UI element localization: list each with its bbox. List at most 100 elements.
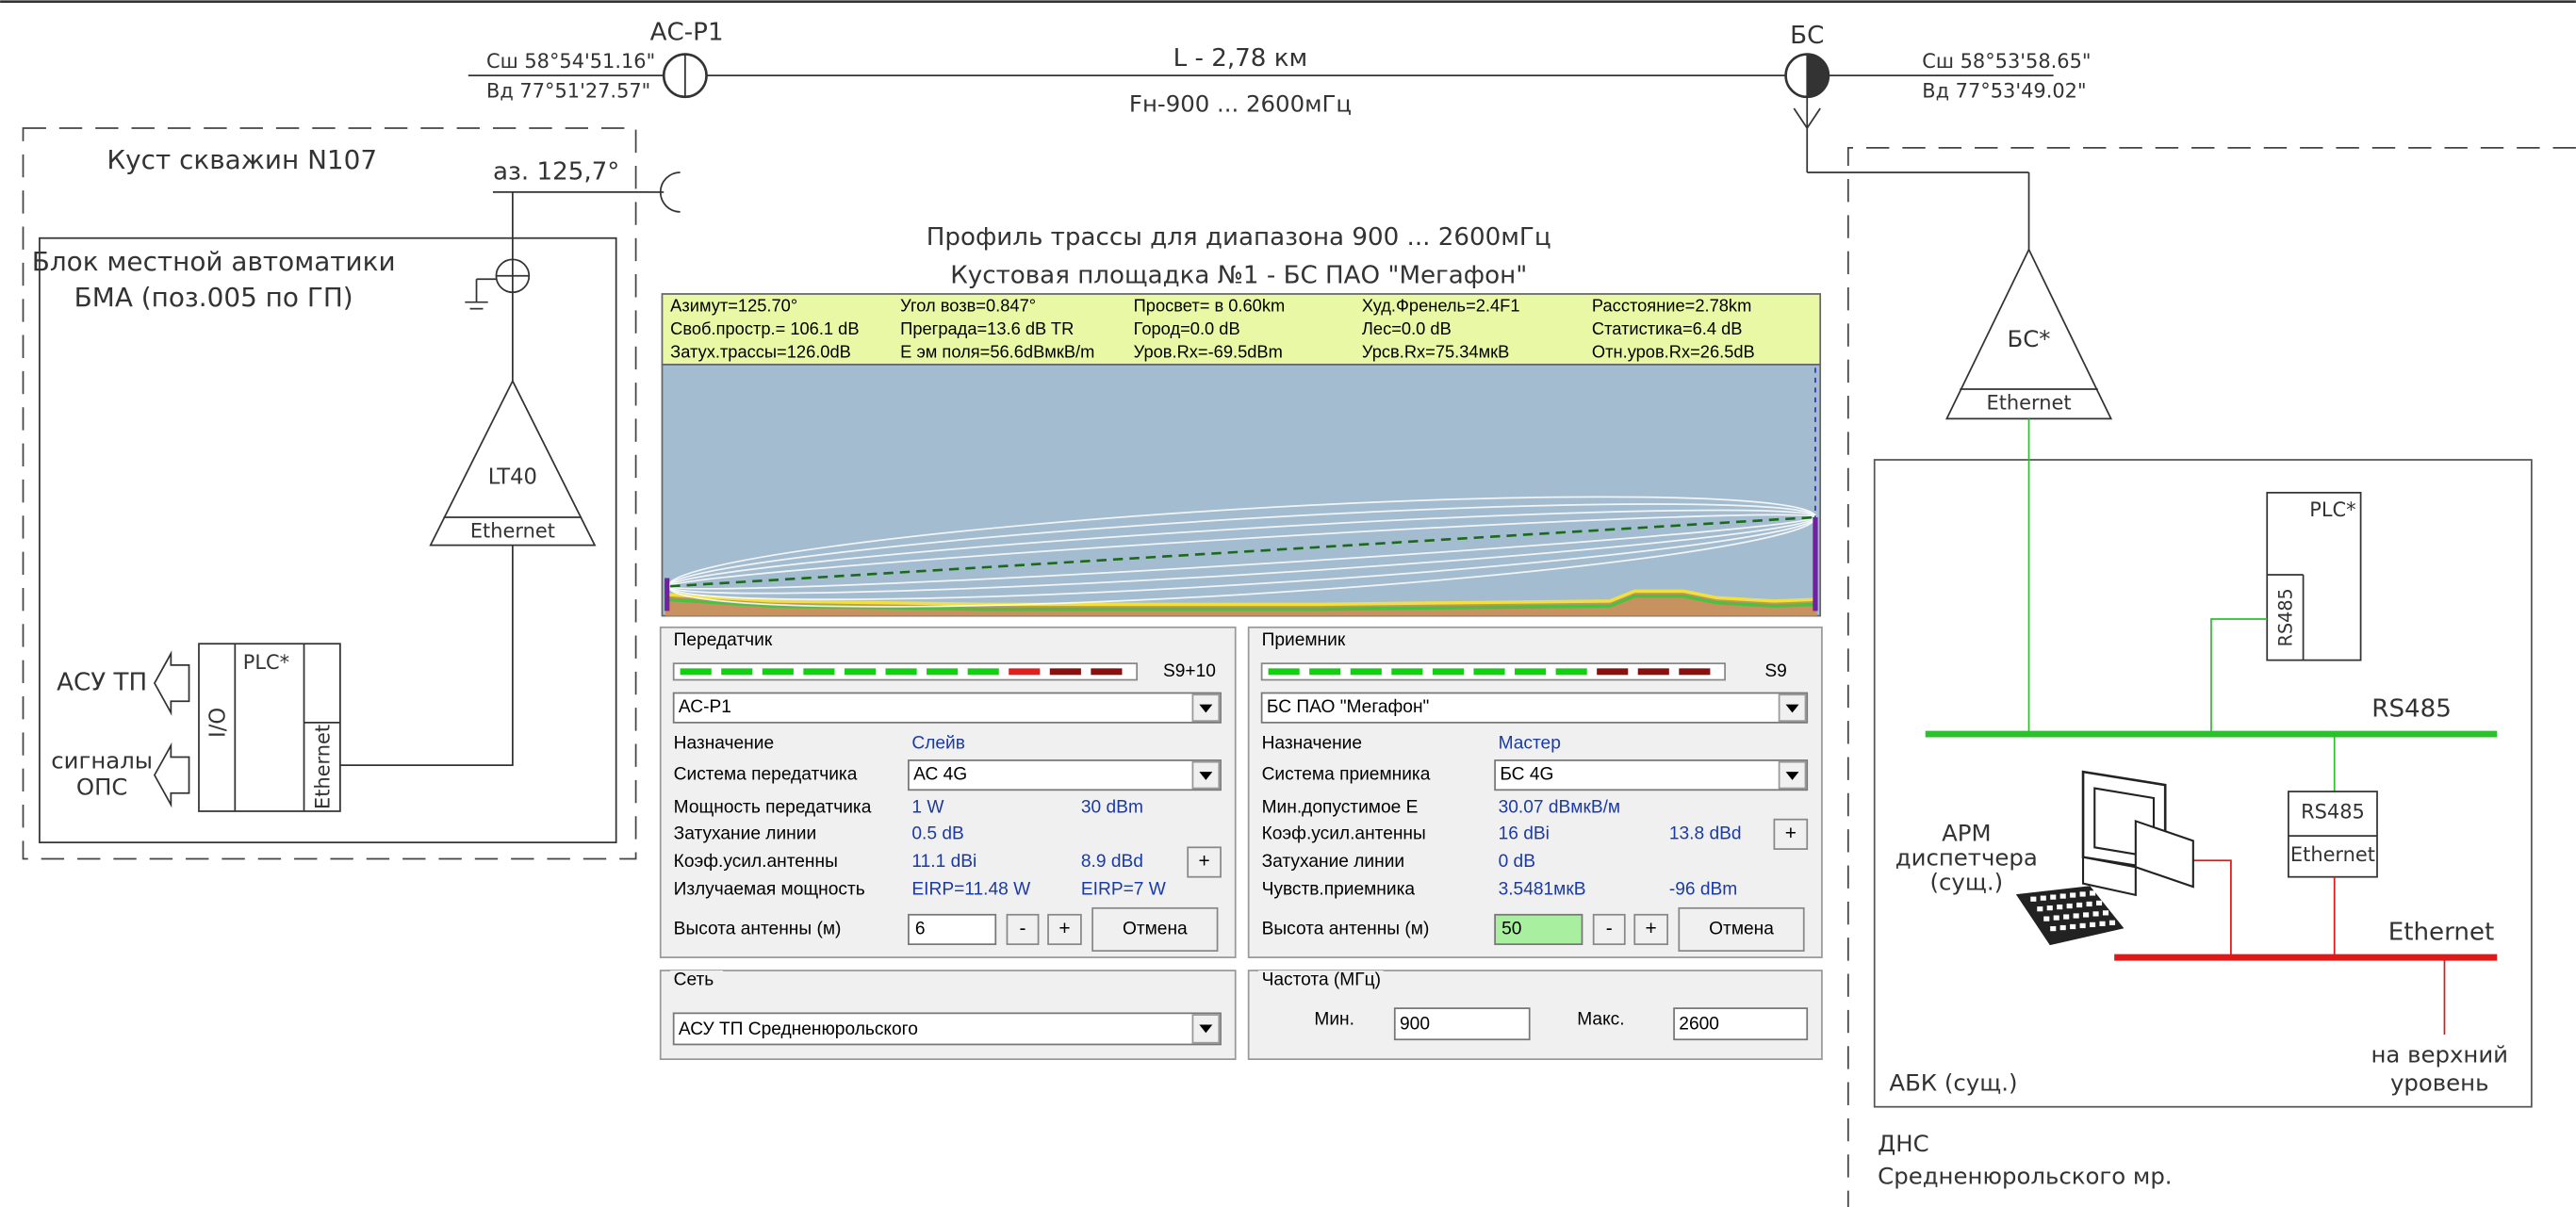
info-cell: Своб.простр.= 106.1 dB (670, 318, 859, 338)
signal-segment (1009, 668, 1040, 675)
info-cell: Статистика=6.4 dB (1592, 318, 1743, 338)
key (2030, 897, 2036, 902)
key (2060, 925, 2066, 930)
key (2060, 893, 2066, 898)
key (2090, 890, 2095, 895)
info-cell: Уров.Rx=-69.5dBm (1134, 342, 1283, 362)
key (2093, 911, 2099, 916)
signal-segment (886, 668, 917, 675)
signal-segment (1597, 668, 1628, 675)
coordinates: Сш 58°53'58.65" (1922, 50, 2091, 73)
field-label: Высота антенны (м) (674, 920, 842, 939)
dropdown-value[interactable]: БС 4G (1500, 765, 1553, 785)
key (2070, 892, 2076, 897)
button-label[interactable]: + (1058, 918, 1070, 939)
signal-segment (1309, 668, 1340, 675)
signal-segment (1391, 668, 1422, 675)
key (2067, 904, 2073, 908)
key (2096, 901, 2102, 905)
signal-level: S9 (1764, 661, 1786, 681)
signal-segment (1269, 668, 1300, 675)
signal-segment (845, 668, 876, 675)
key (2070, 924, 2076, 929)
info-cell: Угол возв=0.847° (900, 296, 1036, 316)
field-value: EIRP=11.48 W (911, 880, 1031, 900)
group-title: Частота (МГц) (1262, 970, 1381, 990)
field-value: 3.5481мкВ (1499, 880, 1586, 900)
input-value[interactable]: 50 (1501, 920, 1521, 939)
key (2050, 895, 2056, 900)
key (2074, 913, 2079, 918)
button-label[interactable]: - (1020, 918, 1026, 939)
port-label: RS485 (2275, 588, 2297, 646)
signal-segment (1638, 668, 1669, 675)
field-label: Затухание линии (674, 824, 817, 843)
field-label: Чувств.приемника (1262, 880, 1416, 900)
dropdown-value[interactable]: АС-Р1 (679, 697, 731, 717)
input-value[interactable]: 900 (1400, 1015, 1430, 1035)
group-title: Сеть (674, 970, 714, 990)
signal-segment (1556, 668, 1587, 675)
input-value[interactable]: 6 (915, 920, 926, 939)
key (2076, 903, 2082, 907)
workstation-label: АРМ (1942, 819, 1991, 846)
button-label[interactable]: - (1606, 918, 1613, 939)
info-cell: Отн.уров.Rx=26.5dB (1592, 342, 1755, 362)
info-cell: Е эм поля=56.6dBмкВ/m (900, 342, 1094, 362)
port-label: Ethernet (311, 725, 334, 809)
info-cell: Преграда=13.6 dB TR (900, 318, 1074, 338)
building (1875, 460, 2532, 1107)
key (2087, 902, 2092, 906)
cable (2211, 619, 2267, 734)
button-label[interactable]: Отмена (1123, 920, 1188, 939)
field-value: 1 W (911, 798, 944, 818)
port-label: Ethernet (470, 520, 555, 543)
button-label[interactable]: + (1646, 918, 1657, 939)
port-label: Ethernet (1986, 392, 2071, 415)
computer (2136, 821, 2193, 887)
info-cell: Просвет= в 0.60km (1134, 296, 1286, 316)
key (2047, 905, 2053, 910)
signal-segment (1515, 668, 1546, 675)
key (2057, 905, 2062, 909)
profile-plot (662, 365, 1820, 616)
info-cell: Затух.трассы=126.0dB (670, 342, 851, 362)
signal-arrow (155, 745, 189, 805)
signal-segment (803, 668, 834, 675)
key (2037, 906, 2043, 911)
field-label: Мин. (1314, 1009, 1354, 1029)
workstation-label: (сущ.) (1929, 869, 2003, 896)
dropdown-value[interactable]: БС ПАО "Мегафон" (1267, 697, 1430, 717)
site-label: ДНС (1878, 1130, 1928, 1157)
dropdown[interactable] (674, 693, 1221, 722)
input-value[interactable]: 2600 (1679, 1015, 1719, 1035)
field-value: 30 dBm (1081, 798, 1143, 818)
signal-segment (1679, 668, 1710, 675)
dropdown-value[interactable]: АС 4G (913, 765, 967, 785)
port-label: Ethernet (2290, 843, 2375, 866)
page: {"link":{"left_station":"АС-Р1","right_s… (0, 0, 2576, 1207)
button-label[interactable]: + (1785, 823, 1797, 844)
distance: L - 2,78 км (1173, 44, 1308, 73)
button-label[interactable]: Отмена (1709, 920, 1774, 939)
cable (340, 546, 513, 766)
signal-segment (1433, 668, 1464, 675)
cable (2189, 860, 2231, 957)
radio-label: LT40 (488, 465, 537, 490)
field-value: 30.07 dBмкВ/м (1499, 798, 1621, 818)
key (2041, 896, 2046, 901)
info-cell: Расстояние=2.78km (1592, 296, 1751, 316)
info-cell: Город=0.0 dB (1134, 318, 1240, 338)
io-label: I/O (205, 708, 230, 738)
button-label[interactable]: + (1199, 851, 1210, 873)
signal-segment (1050, 668, 1081, 675)
key (2099, 922, 2105, 926)
key (2063, 914, 2069, 919)
key (2083, 912, 2089, 917)
dropdown-value[interactable]: АСУ ТП Средненюрольского (679, 1019, 918, 1039)
port-label: RS485 (2301, 801, 2365, 824)
input-label: сигналы (51, 747, 153, 775)
signal-segment (763, 668, 794, 675)
site-label: Средненюрольского мр. (1878, 1163, 2172, 1190)
info-cell: Худ.Френель=2.4F1 (1362, 296, 1520, 316)
